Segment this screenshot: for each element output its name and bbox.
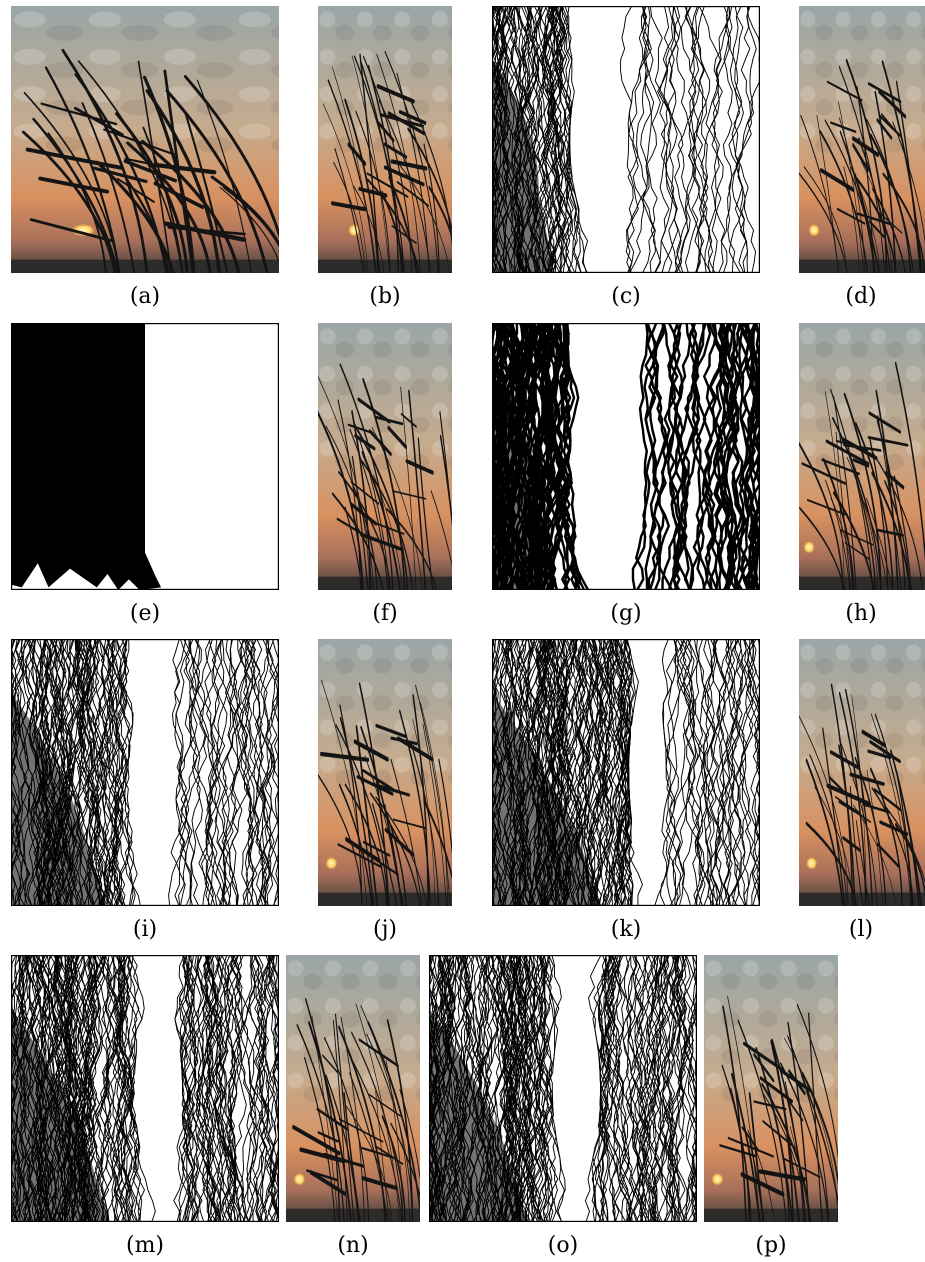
sun	[711, 1172, 724, 1186]
reeds	[799, 683, 925, 906]
caption-g: (g)	[610, 601, 642, 626]
frame	[11, 955, 279, 1222]
sun	[805, 856, 818, 870]
panel-m	[11, 955, 279, 1222]
dense-seam-area	[11, 1008, 110, 1222]
caption-n: (n)	[337, 1233, 369, 1258]
ground	[318, 259, 452, 273]
reeds	[318, 363, 452, 590]
reeds	[21, 48, 279, 273]
caption-k: (k)	[610, 917, 642, 942]
frame	[492, 323, 760, 590]
reeds	[292, 998, 420, 1222]
sun	[293, 1172, 306, 1186]
panel-n	[286, 955, 420, 1222]
dense-seam-area	[492, 59, 555, 273]
panel-f	[318, 323, 452, 590]
sun	[808, 223, 820, 237]
panel-b	[318, 6, 452, 273]
clouds	[799, 639, 925, 786]
caption-p: (p)	[755, 1233, 787, 1258]
clouds	[704, 955, 838, 1102]
panel-p	[704, 955, 838, 1222]
panel-o	[429, 955, 697, 1222]
ground	[318, 576, 452, 590]
frame	[11, 639, 279, 906]
panel-i	[11, 639, 279, 906]
panel-k	[492, 639, 760, 906]
reeds	[799, 361, 925, 590]
ground	[704, 1208, 838, 1222]
caption-f: (f)	[372, 601, 398, 626]
clouds	[799, 6, 925, 153]
panel-d	[799, 6, 925, 273]
clouds	[286, 955, 420, 1102]
caption-d: (d)	[845, 284, 877, 309]
panel-g	[492, 323, 760, 590]
reeds	[799, 58, 925, 273]
caption-c: (c)	[611, 284, 641, 309]
frame	[11, 323, 279, 590]
caption-h: (h)	[845, 601, 877, 626]
caption-l: (l)	[848, 917, 874, 942]
frame	[429, 955, 697, 1222]
caption-o: (o)	[547, 1233, 579, 1258]
panel-c	[492, 6, 760, 273]
caption-e: (e)	[129, 601, 161, 626]
frame	[492, 6, 760, 273]
panel-h	[799, 323, 925, 590]
dense-seam-area	[492, 692, 602, 906]
clouds	[318, 323, 452, 470]
sun	[325, 856, 338, 870]
ground	[799, 576, 925, 590]
sun	[803, 540, 815, 554]
caption-i: (i)	[132, 917, 158, 942]
caption-a: (a)	[129, 284, 161, 309]
ground	[318, 892, 452, 906]
panel-j	[318, 639, 452, 906]
caption-m: (m)	[125, 1233, 165, 1258]
frame	[492, 639, 760, 906]
panel-e	[11, 323, 279, 590]
removed-region	[11, 323, 162, 590]
panel-a	[11, 6, 279, 273]
dense-seam-area	[492, 376, 555, 590]
dense-seam-area	[429, 1008, 528, 1222]
caption-b: (b)	[369, 284, 401, 309]
dense-seam-area	[11, 692, 106, 906]
reeds	[318, 679, 452, 906]
caption-j: (j)	[373, 917, 397, 942]
clouds	[318, 639, 452, 786]
panel-l	[799, 639, 925, 906]
ground	[799, 259, 925, 273]
reeds	[322, 50, 452, 273]
reeds	[719, 995, 838, 1222]
